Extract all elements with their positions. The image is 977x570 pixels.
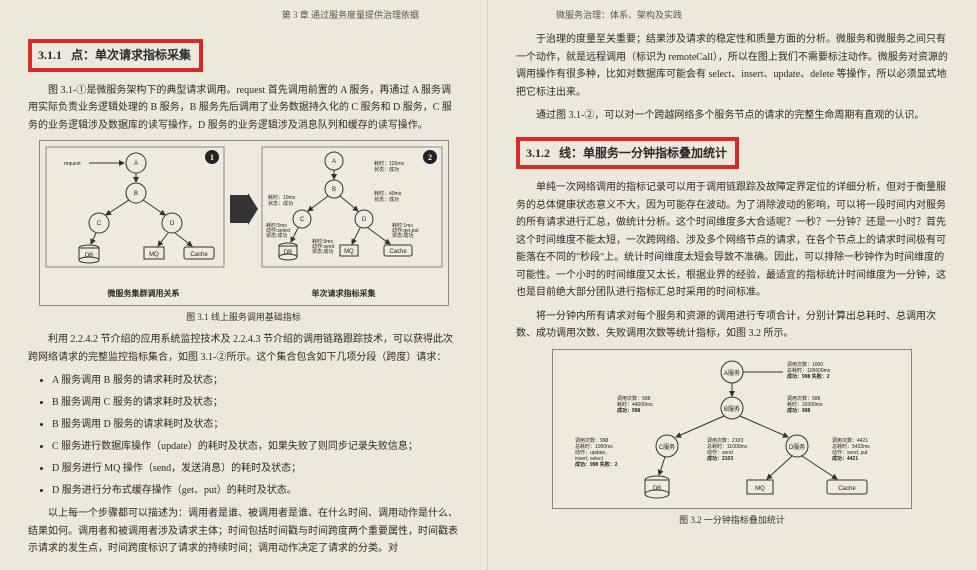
svg-text:状态：成功: 状态：成功 — [268, 200, 293, 207]
left-page-header: 第 3 章 通过服务度量提供治理依据 — [28, 8, 459, 23]
section-311-no: 3.1.1 — [38, 48, 62, 62]
svg-text:D服务: D服务 — [789, 443, 805, 451]
svg-text:耗时：10ms: 耗时：10ms — [268, 194, 296, 201]
svg-text:状态：成功: 状态：成功 — [374, 196, 399, 203]
right-para-1: 于治理的度量至关重要；结果涉及请求的稳定性和质量方面的分析。微服务和微服务之间只… — [516, 31, 948, 101]
right-page-header: 微服务治理：体系、架构及实践 — [516, 8, 948, 23]
bullet-5: D 服务进行 MQ 操作（send，发送消息）的耗时及状态； — [52, 460, 459, 477]
svg-text:调用次数：998: 调用次数：998 — [787, 395, 821, 402]
svg-text:调用次数：998: 调用次数：998 — [575, 437, 609, 444]
svg-text:调用次数：998: 调用次数：998 — [617, 395, 651, 402]
figure-3-2-svg: A服务 调用次数：1000 总耗时：109600ms 成功：998 失败：2 B… — [557, 354, 907, 504]
svg-text:C: C — [299, 217, 304, 223]
fig31-sub1: 微服务集群调用关系 — [44, 287, 244, 301]
svg-text:耗时：40ms: 耗时：40ms — [374, 190, 402, 197]
svg-text:总耗时：11000ms: 总耗时：11000ms — [707, 443, 748, 450]
svg-text:B服务: B服务 — [724, 405, 740, 413]
right-para-4: 将一分钟内所有请求对每个服务和资源的调用进行专项合计，分别计算出总耗时、总调用次… — [516, 308, 948, 343]
svg-text:Cache: Cache — [190, 252, 208, 258]
svg-text:状态:成功: 状态:成功 — [392, 232, 413, 239]
svg-text:B: B — [331, 187, 335, 193]
svg-text:成功：998: 成功：998 — [787, 407, 811, 414]
svg-text:Cache: Cache — [838, 486, 856, 492]
svg-text:A服务: A服务 — [724, 369, 740, 377]
right-para-3: 单纯一次网络调用的指标记录可以用于调用链跟踪及故障定界定位的详细分析，但对于衡量… — [516, 179, 948, 302]
bullet-4: C 服务进行数据库操作（update）的耗时及状态，如果失败了则同步记录失败信息… — [52, 438, 459, 455]
svg-text:DB: DB — [84, 253, 92, 259]
svg-text:调用次数：4421: 调用次数：4421 — [832, 437, 868, 444]
section-311-title: 点：单次请求指标采集 — [71, 48, 191, 62]
svg-text:状态:成功: 状态:成功 — [266, 232, 287, 239]
svg-text:耗时：44000ms: 耗时：44000ms — [617, 401, 653, 408]
figure-3-1: 1 A request B C D DB MQ Cache — [39, 140, 449, 306]
svg-text:状态:成功: 状态:成功 — [312, 248, 333, 255]
svg-text:D: D — [361, 217, 366, 223]
figure-3-1-svg: 1 A request B C D DB MQ Cache — [44, 145, 444, 285]
svg-text:状态：成功: 状态：成功 — [374, 166, 399, 173]
svg-text:C服务: C服务 — [659, 443, 675, 451]
svg-text:A: A — [133, 161, 137, 167]
figure-3-2: A服务 调用次数：1000 总耗时：109600ms 成功：998 失败：2 B… — [552, 349, 912, 509]
svg-text:DB: DB — [653, 486, 661, 492]
svg-text:成功：998 失败：2: 成功：998 失败：2 — [575, 461, 618, 468]
svg-text:MQ: MQ — [344, 249, 354, 255]
svg-text:1: 1 — [210, 153, 214, 162]
svg-text:MQ: MQ — [755, 486, 765, 492]
svg-text:调用次数：2103: 调用次数：2103 — [707, 437, 743, 444]
svg-text:request: request — [64, 161, 81, 167]
left-para-1: 图 3.1-①是微服务架构下的典型请求调用。request 首先调用前置的 A … — [28, 82, 459, 135]
svg-text:动作：send: 动作：send — [707, 449, 733, 456]
section-312-heading: 3.1.2 线：单服务一分钟指标叠加统计 — [516, 137, 739, 169]
fig32-caption: 图 3.2 一分钟指标叠加统计 — [516, 513, 948, 528]
svg-text:总耗时：109600ms: 总耗时：109600ms — [787, 367, 831, 374]
left-bullet-list: A 服务调用 B 服务的请求耗时及状态； B 服务调用 C 服务的请求耗时及状态… — [52, 372, 459, 499]
fig31-sub2: 单次请求指标采集 — [244, 287, 444, 301]
svg-text:总耗时：5432ms: 总耗时：5432ms — [832, 443, 870, 450]
svg-text:DB: DB — [283, 250, 291, 256]
svg-text:动作：update,: 动作：update, — [575, 449, 607, 456]
svg-text:MQ: MQ — [149, 252, 159, 258]
bullet-6: D 服务进行分布式缓存操作（get、put）的耗时及状态。 — [52, 482, 459, 499]
svg-text:成功：998 失败：2: 成功：998 失败：2 — [787, 373, 830, 380]
svg-text:B: B — [133, 191, 137, 197]
section-311-heading: 3.1.1 点：单次请求指标采集 — [28, 39, 203, 71]
section-312-title: 线：单服务一分钟指标叠加统计 — [559, 146, 727, 160]
bullet-3: B 服务调用 D 服务的请求耗时及状态； — [52, 416, 459, 433]
svg-text:动作：send, put: 动作：send, put — [832, 449, 868, 456]
right-para-2: 通过图 3.1-②，可以对一个跨越网络多个服务节点的请求的完整生命周期有直观的认… — [516, 107, 948, 125]
svg-text:A: A — [331, 159, 335, 165]
svg-text:D: D — [169, 221, 174, 227]
svg-text:调用次数：1000: 调用次数：1000 — [787, 361, 823, 368]
left-para-2: 利用 2.2.4.2 节介绍的应用系统监控技术及 2.2.4.3 节介绍的调用链… — [28, 331, 459, 366]
right-page: 微服务治理：体系、架构及实践 于治理的度量至关重要；结果涉及请求的稳定性和质量方… — [488, 0, 976, 570]
svg-text:耗时：120ms: 耗时：120ms — [374, 160, 405, 167]
section-312-no: 3.1.2 — [526, 146, 550, 160]
svg-text:Cache: Cache — [389, 249, 407, 255]
left-page: 第 3 章 通过服务度量提供治理依据 3.1.1 点：单次请求指标采集 图 3.… — [0, 0, 488, 570]
left-para-3: 以上每一个步骤都可以描述为：调用者是谁、被调用者是谁、在什么时间、调用动作是什么… — [28, 505, 459, 558]
svg-text:成功：2103: 成功：2103 — [707, 455, 733, 462]
svg-text:成功：998: 成功：998 — [617, 407, 641, 414]
bullet-2: B 服务调用 C 服务的请求耗时及状态； — [52, 394, 459, 411]
svg-text:成功：4421: 成功：4421 — [832, 455, 858, 462]
bullet-1: A 服务调用 B 服务的请求耗时及状态； — [52, 372, 459, 389]
svg-text:2: 2 — [428, 153, 432, 162]
fig31-caption: 图 3.1 线上服务调用基础指标 — [28, 310, 459, 325]
svg-text:C: C — [96, 221, 101, 227]
svg-text:耗时：32000ms: 耗时：32000ms — [787, 401, 823, 408]
svg-text:总耗时：1000ms: 总耗时：1000ms — [575, 443, 613, 450]
